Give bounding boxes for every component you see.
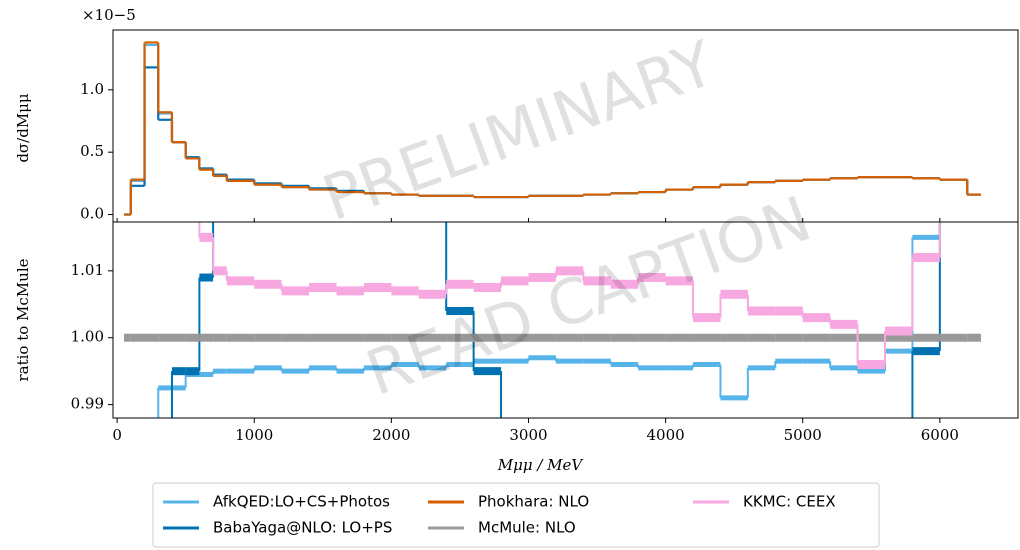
legend-label: BabaYaga@NLO: LO+PS (213, 519, 392, 537)
y-tick-label: 1.01 (71, 261, 104, 279)
axes: ×10−5 dσ/dMμμ ratio to McMule Mμμ / MeV … (14, 6, 1019, 474)
legend-frame (152, 482, 880, 548)
ratio-frame (112, 221, 1019, 419)
x-tick-label: 3000 (509, 426, 547, 444)
offset-text: ×10−5 (82, 6, 136, 24)
x-axis-label: Mμμ / MeV (497, 456, 585, 474)
legend-label: McMule: NLO (478, 519, 576, 537)
legend-label: KKMC: CEEX (743, 493, 836, 511)
x-tick-label: 5000 (784, 426, 822, 444)
legend-label: AfkQED:LO+CS+Photos (213, 493, 390, 511)
x-tick-label: 0 (112, 426, 122, 444)
x-tick-label: 1000 (235, 426, 273, 444)
x-tick-label: 4000 (647, 426, 685, 444)
y-axis-label: dσ/dMμμ (14, 93, 32, 163)
x-tick-label: 2000 (372, 426, 410, 444)
watermarks: PRELIMINARY READ CAPTION (313, 26, 820, 410)
y-tick-label: 1.0 (80, 80, 104, 98)
ratio-plot-area (123, 222, 981, 418)
y-tick-label: 0.5 (80, 142, 104, 160)
watermark: PRELIMINARY (313, 26, 723, 235)
top-plot-area (123, 41, 981, 216)
y-axis-label: ratio to McMule (14, 258, 32, 381)
y-tick-label: 0.99 (71, 395, 104, 413)
y-tick-label: 0.0 (80, 205, 104, 223)
legend-label: Phokhara: NLO (478, 493, 589, 511)
legend: AfkQED:LO+CS+Photos BabaYaga@NLO: LO+PS Ph… (152, 482, 880, 548)
y-tick-label: 1.00 (71, 328, 104, 346)
x-tick-label: 6000 (921, 426, 959, 444)
